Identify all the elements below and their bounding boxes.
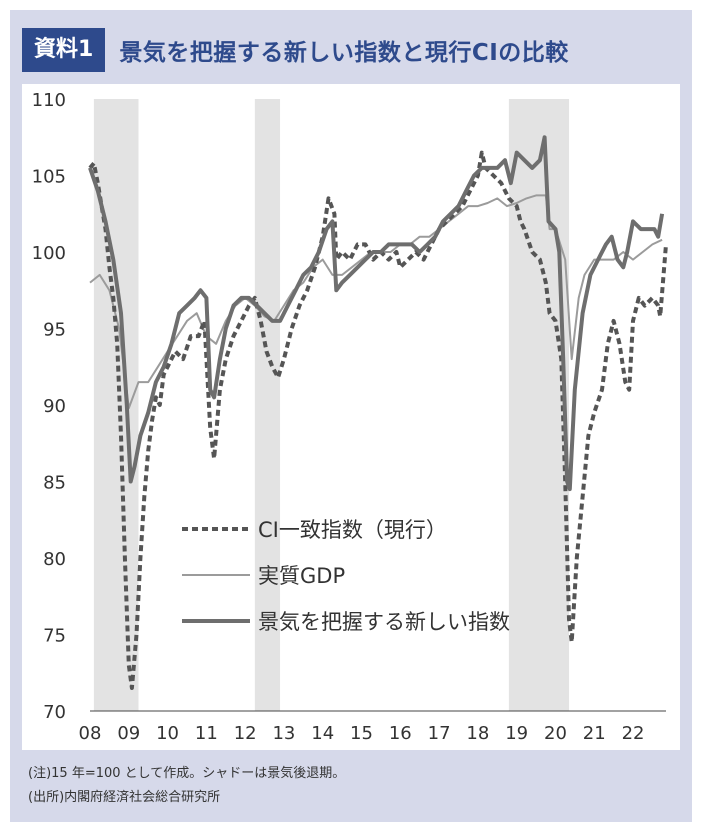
- x-tick-label: 09: [117, 723, 140, 744]
- series-line: [88, 135, 665, 492]
- legend-label: CI一致指数（現行）: [258, 518, 447, 542]
- x-tick-label: 19: [505, 723, 528, 744]
- y-tick-label: 75: [43, 626, 66, 647]
- x-tick-label: 22: [622, 723, 645, 744]
- x-tick-label: 14: [311, 723, 334, 744]
- legend-label: 実質GDP: [258, 564, 345, 588]
- figure-number-badge: 資料1: [22, 28, 106, 72]
- y-tick-label: 95: [43, 320, 66, 341]
- y-tick-label: 80: [43, 549, 66, 570]
- x-tick-label: 12: [234, 723, 257, 744]
- source-note: (出所)内閣府経済社会総合研究所: [28, 790, 221, 805]
- series-line: [89, 194, 663, 410]
- figure-header: 資料1 景気を把握する新しい指数と現行CIの比較: [22, 28, 569, 72]
- recession-shade: [508, 99, 570, 711]
- x-tick-label: 20: [544, 723, 567, 744]
- legend-label: 景気を把握する新しい指数: [258, 610, 510, 634]
- x-tick-label: 17: [428, 723, 451, 744]
- chart-area: 110 105 100 95 90 85 80 75 70 08 09 10 11 12 13 14 15 16 1…: [22, 84, 680, 750]
- line-chart: 110 105 100 95 90 85 80 75 70 08 09 10 11 12 13 14 15 16 1…: [32, 90, 668, 744]
- figure-title: 景気を把握する新しい指数と現行CIの比較: [119, 40, 569, 66]
- x-tick-label: 11: [195, 723, 218, 744]
- series-line: [88, 150, 668, 690]
- x-tick-label: 13: [272, 723, 295, 744]
- y-tick-label: 70: [43, 702, 66, 723]
- y-tick-label: 100: [32, 243, 66, 264]
- recession-shade: [254, 99, 281, 711]
- x-tick-label: 16: [389, 723, 412, 744]
- x-tick-label: 15: [350, 723, 373, 744]
- x-tick-label: 18: [466, 723, 489, 744]
- y-tick-label: 85: [43, 473, 66, 494]
- x-tick-label: 21: [583, 723, 606, 744]
- y-tick-label: 90: [43, 396, 66, 417]
- y-tick-label: 105: [32, 167, 66, 188]
- x-tick-label: 08: [79, 723, 102, 744]
- footnote: (注)15 年=100 として作成。シャドーは景気後退期。: [28, 766, 346, 781]
- x-tick-label: 10: [156, 723, 179, 744]
- y-tick-label: 110: [32, 90, 66, 111]
